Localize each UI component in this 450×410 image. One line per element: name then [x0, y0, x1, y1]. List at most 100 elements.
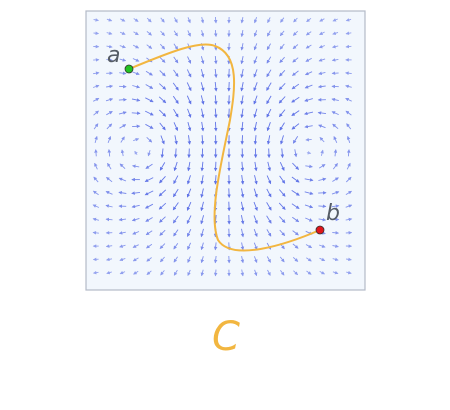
- field-arrow: [119, 71, 127, 76]
- field-arrow: [173, 122, 179, 132]
- field-arrow: [187, 56, 192, 64]
- field-arrow: [266, 43, 271, 51]
- vector-field-panel: [85, 10, 366, 291]
- field-arrow: [318, 71, 326, 76]
- field-arrow: [105, 191, 113, 195]
- field-arrow: [106, 177, 113, 183]
- field-arrow: [132, 164, 140, 169]
- field-arrow: [305, 57, 312, 62]
- field-arrow: [144, 110, 154, 116]
- field-arrow: [200, 56, 205, 65]
- field-arrow: [120, 149, 125, 157]
- field-arrow: [346, 135, 351, 144]
- field-arrow: [160, 256, 165, 263]
- field-arrow: [93, 31, 100, 36]
- field-arrow: [332, 44, 339, 49]
- field-arrow: [200, 108, 205, 119]
- field-arrow: [319, 257, 326, 262]
- field-arrow: [304, 111, 314, 116]
- field-arrow: [213, 175, 218, 185]
- field-arrow: [305, 44, 312, 49]
- field-arrow: [332, 257, 339, 262]
- field-arrow: [317, 84, 326, 89]
- field-arrow: [213, 16, 218, 24]
- field-arrow: [132, 58, 140, 62]
- field-arrow: [345, 204, 353, 208]
- field-arrow: [133, 270, 139, 275]
- field-arrow: [119, 44, 126, 49]
- field-arrow: [240, 228, 245, 238]
- field-arrow: [132, 231, 140, 235]
- field-arrow: [279, 109, 286, 118]
- field-arrow: [304, 124, 313, 129]
- field-arrow: [240, 256, 245, 264]
- field-arrow: [93, 18, 99, 22]
- field-arrow: [159, 243, 166, 250]
- field-arrow: [158, 109, 167, 117]
- field-arrow: [172, 82, 179, 91]
- field-arrow: [345, 44, 352, 49]
- field-arrow: [187, 161, 191, 172]
- field-arrow: [280, 270, 285, 276]
- field-arrow: [267, 17, 271, 24]
- field-arrow: [146, 243, 153, 249]
- field-arrow: [306, 151, 312, 155]
- field-arrow: [158, 189, 167, 197]
- field-arrow: [158, 96, 167, 104]
- field-arrow: [240, 121, 244, 132]
- field-arrow: [240, 95, 244, 105]
- field-arrow: [291, 83, 300, 90]
- field-arrow: [253, 201, 258, 211]
- vector-field-arrows: [92, 16, 353, 277]
- field-arrow: [120, 136, 125, 143]
- field-arrow: [292, 230, 299, 236]
- field-arrow: [107, 135, 112, 144]
- field-arrow: [292, 256, 299, 262]
- field-arrow: [253, 269, 258, 277]
- curve-c-label: C: [212, 314, 240, 360]
- field-arrow: [145, 97, 154, 103]
- field-arrow: [214, 108, 218, 119]
- field-arrow: [304, 178, 314, 182]
- field-arrow: [318, 44, 325, 49]
- field-arrow: [292, 135, 299, 144]
- field-arrow: [200, 68, 205, 78]
- field-arrow: [106, 58, 113, 62]
- field-arrow: [318, 217, 327, 222]
- field-arrow: [200, 201, 204, 212]
- field-arrow: [118, 177, 127, 182]
- field-arrow: [131, 191, 141, 195]
- field-arrow: [186, 201, 192, 211]
- field-arrow: [332, 244, 339, 248]
- field-arrow: [279, 122, 285, 131]
- field-arrow: [305, 217, 313, 222]
- field-arrow: [105, 97, 114, 102]
- field-arrow: [213, 30, 218, 38]
- field-arrow: [118, 231, 126, 235]
- field-arrow: [305, 137, 312, 142]
- field-arrow: [187, 242, 192, 250]
- field-arrow: [293, 270, 299, 276]
- field-arrow: [146, 270, 152, 275]
- field-arrow: [173, 175, 179, 185]
- field-arrow: [173, 188, 179, 198]
- field-arrow: [105, 244, 113, 248]
- field-arrow: [159, 175, 166, 184]
- field-arrow: [93, 123, 99, 130]
- field-arrow: [305, 164, 313, 169]
- field-arrow: [158, 83, 167, 90]
- field-arrow: [134, 150, 138, 156]
- field-arrow: [160, 30, 165, 37]
- field-arrow: [253, 228, 258, 238]
- field-arrow: [200, 135, 205, 145]
- field-arrow: [93, 176, 99, 183]
- field-arrow: [132, 71, 140, 76]
- field-arrow: [106, 270, 112, 275]
- field-arrow: [280, 17, 285, 23]
- field-arrow: [345, 190, 353, 195]
- field-arrow: [187, 30, 191, 37]
- field-arrow: [146, 257, 152, 262]
- field-arrow: [145, 230, 153, 236]
- field-arrow: [106, 84, 114, 89]
